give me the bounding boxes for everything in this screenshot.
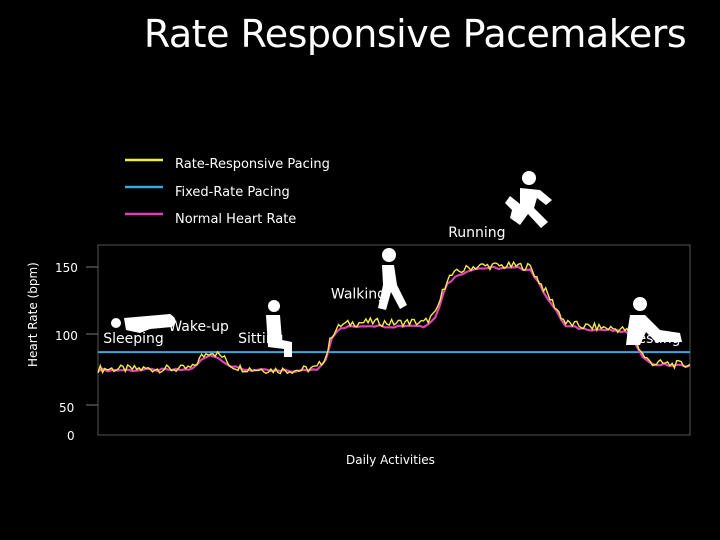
y-tick-label-0: 0: [67, 429, 75, 443]
annotation-sleeping: Sleeping: [103, 331, 164, 347]
sleeping-icon: [111, 314, 176, 333]
chart-title: Rate Responsive Pacemakers: [143, 12, 687, 56]
legend-label-responsive: Rate-Responsive Pacing: [175, 157, 330, 172]
walking-icon: [378, 248, 407, 310]
annotation-running: Running: [448, 225, 505, 241]
series-line-rate-responsive: [97, 260, 691, 375]
x-axis-title: Daily Activities: [346, 453, 435, 467]
y-tick-label-150: 150: [55, 261, 78, 275]
resting-icon: [626, 297, 682, 345]
legend-label-normal: Normal Heart Rate: [175, 212, 296, 227]
y-tick-label-50: 50: [59, 401, 74, 415]
plot-area: [97, 244, 691, 436]
y-axis-title: Heart Rate (bpm): [26, 262, 40, 367]
legend-label-fixed: Fixed-Rate Pacing: [175, 185, 290, 200]
annotation-wake-up: Wake-up: [168, 319, 229, 335]
y-tick-label-100: 100: [55, 329, 78, 343]
sitting-icon: [266, 300, 292, 357]
y-axis: 0 50 100 150 Heart Rate (bpm): [26, 261, 98, 443]
annotation-walking: Walking: [331, 286, 386, 302]
legend: Rate-Responsive Pacing Fixed-Rate Pacing…: [125, 157, 330, 227]
running-icon: [505, 171, 552, 228]
